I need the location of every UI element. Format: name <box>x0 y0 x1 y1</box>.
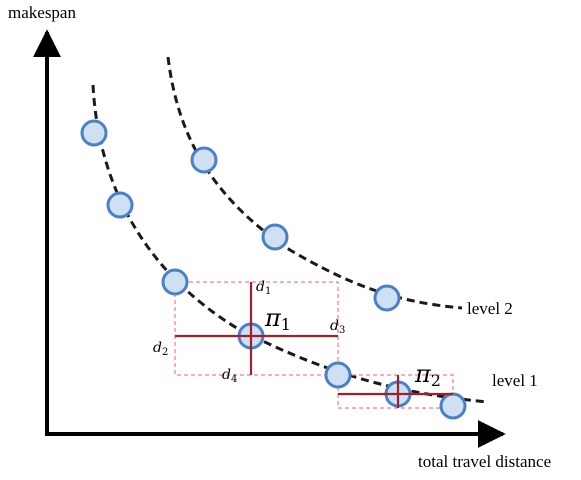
solution-point <box>373 284 401 312</box>
pi2-label: π2 <box>414 360 441 390</box>
solution-point <box>190 146 218 174</box>
dashed-boxes <box>174 281 454 409</box>
x-axis-label: total travel distance <box>418 452 551 471</box>
d4-label: d4 <box>222 367 237 385</box>
d2-label: d2 <box>153 340 168 358</box>
dashed-box-pi2 <box>337 374 454 409</box>
level-2-curve <box>166 56 463 310</box>
level-1-label: level 1 <box>492 371 538 390</box>
level-2-points <box>190 146 401 312</box>
solution-point <box>80 119 108 147</box>
dashed-box-pi1 <box>174 281 339 376</box>
solution-point <box>106 191 134 219</box>
level-2-label: level 2 <box>467 299 513 318</box>
solution-point <box>439 392 467 420</box>
d1-label: d1 <box>256 279 271 297</box>
solution-point <box>261 223 289 251</box>
pi2-cross <box>338 375 453 408</box>
solution-point <box>161 268 189 296</box>
pi1-label: π1 <box>264 304 291 334</box>
level-1-points <box>80 119 467 420</box>
pi1-cross <box>175 282 338 375</box>
y-axis-label: makespan <box>8 3 76 22</box>
solution-point <box>324 361 352 389</box>
d3-label: d3 <box>330 318 345 336</box>
